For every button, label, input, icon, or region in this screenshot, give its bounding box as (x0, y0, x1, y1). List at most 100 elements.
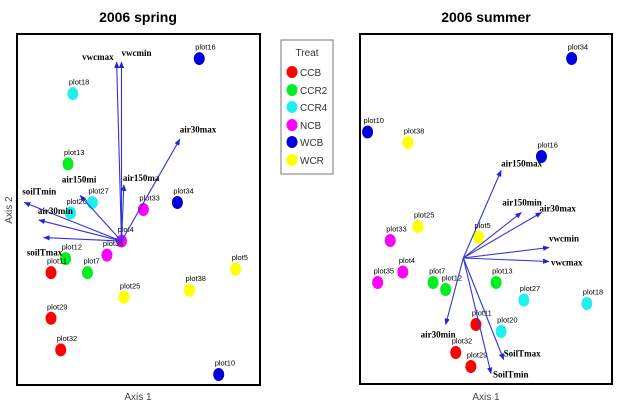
vector-air30max (463, 212, 543, 259)
point-label-plot18: plot18 (583, 288, 603, 297)
point-plot13 (490, 276, 502, 289)
panel-title-summer: 2006 summer (441, 9, 531, 25)
point-plot13 (62, 157, 74, 171)
point-label-plot38: plot38 (186, 274, 206, 283)
point-label-plot32: plot32 (452, 337, 472, 346)
point-plot38 (184, 283, 196, 297)
point-label-plot25: plot25 (120, 281, 140, 290)
point-label-plot5: plot5 (474, 221, 490, 230)
vector-air150min (462, 212, 522, 259)
vector-label-air30min: air30min (421, 330, 456, 340)
vector-label-vwcmin: vwcmin (121, 48, 151, 58)
point-plot12 (60, 252, 72, 266)
point-label-plot27: plot27 (88, 186, 108, 195)
point-label-plot38: plot38 (404, 127, 424, 136)
legend-label-wcr: WCR (300, 156, 324, 167)
vector-label-air150ma: air150ma (123, 173, 160, 183)
point-plot29 (465, 360, 477, 373)
legend-label-ccr2: CCR2 (300, 86, 328, 97)
vector-label-air30min: air30min (38, 206, 73, 216)
point-plot10 (362, 125, 374, 139)
point-plot29 (45, 311, 57, 325)
legend-label-ccb: CCB (300, 68, 321, 79)
vector-label-air30max: air30max (539, 204, 576, 214)
vector-label-SoilTmax: SoilTmax (504, 349, 542, 359)
legend: Treat CCB CCR2 CCR4 NCB WCB WCR (280, 39, 334, 175)
vector-vwcmin (463, 245, 550, 259)
point-plot27 (518, 293, 530, 307)
point-label-plot35: plot35 (103, 239, 123, 248)
vector-label-air30max: air30max (180, 124, 217, 134)
vector-vwcmax (114, 61, 123, 242)
vector-label-air150mi: air150mi (62, 174, 97, 184)
point-plot20 (64, 206, 76, 220)
point-plot25 (412, 220, 424, 233)
point-plot27 (86, 195, 98, 209)
legend-swatch-ccr2 (286, 84, 298, 96)
vector-label-SoilTmin: SoilTmin (493, 370, 529, 380)
point-label-plot10: plot10 (215, 358, 235, 367)
legend-label-ncb: NCB (300, 121, 321, 132)
point-plot20 (495, 325, 507, 338)
point-label-plot20: plot20 (66, 197, 86, 206)
point-label-plot29: plot29 (47, 302, 67, 311)
vector-air30min (38, 218, 122, 242)
vector-vwcmax (463, 257, 550, 264)
point-plot12 (440, 283, 452, 296)
vector-soilTmin (23, 201, 122, 242)
legend-title: Treat (296, 48, 319, 59)
point-label-plot13: plot13 (64, 148, 84, 157)
point-plot16 (535, 150, 547, 163)
legend-swatch-ccb (286, 66, 298, 78)
point-label-plot35: plot35 (374, 267, 394, 276)
vector-label-air150min: air150min (502, 198, 542, 208)
legend-swatch-ccr4 (286, 101, 298, 113)
point-plot32 (450, 346, 462, 359)
vector-air150max (462, 169, 502, 259)
vector-air150ma (120, 184, 127, 242)
point-plot7 (81, 266, 93, 280)
point-plot7 (427, 276, 439, 289)
point-label-plot27: plot27 (520, 284, 540, 293)
point-plot33 (384, 234, 396, 247)
point-label-plot18: plot18 (69, 78, 89, 87)
point-plot32 (55, 343, 67, 357)
point-label-plot34: plot34 (568, 43, 588, 52)
point-label-plot11: plot11 (472, 309, 492, 318)
vector-soilTmax (43, 235, 122, 242)
point-plot34 (566, 52, 578, 65)
y-axis-label-spring: Axis 2 (4, 196, 15, 224)
point-plot35 (372, 276, 384, 289)
point-plot34 (171, 195, 183, 209)
vector-air30min (444, 257, 464, 326)
point-label-plot33: plot33 (386, 225, 406, 234)
vector-air30max (121, 138, 181, 242)
point-label-plot13: plot13 (492, 267, 512, 276)
legend-swatch-wcr (286, 154, 298, 166)
vector-air150mi (79, 194, 122, 242)
point-plot16 (193, 52, 205, 66)
point-label-plot11: plot11 (47, 257, 67, 266)
vector-label-soilTmax: soilTmax (27, 248, 63, 258)
legend-label-ccr4: CCR4 (300, 103, 328, 114)
point-plot11 (45, 266, 57, 280)
vector-SoilTmin (462, 257, 493, 375)
point-label-plot25: plot25 (414, 211, 434, 220)
point-plot33 (137, 203, 149, 216)
x-axis-label-summer: Axis 1 (472, 392, 500, 403)
legend-swatch-ncb (286, 119, 298, 131)
panel-summer: plot34 plot10 plot38 plot16 plot25 plot33 plot… (362, 43, 603, 380)
vector-label-vwcmin: vwcmin (549, 234, 579, 244)
point-plot35 (101, 248, 113, 262)
point-label-plot5: plot5 (232, 253, 248, 262)
point-label-plot10: plot10 (364, 116, 384, 125)
vector-label-vwcmax: vwcmax (551, 258, 583, 268)
vector-label-air150max: air150max (501, 159, 542, 169)
point-plot5 (472, 230, 484, 244)
point-label-plot12: plot12 (62, 243, 82, 252)
point-label-plot32: plot32 (57, 334, 77, 343)
legend-swatch-wcb (286, 136, 298, 148)
point-label-plot7: plot7 (429, 267, 445, 276)
plot-frame-summer (359, 33, 613, 385)
